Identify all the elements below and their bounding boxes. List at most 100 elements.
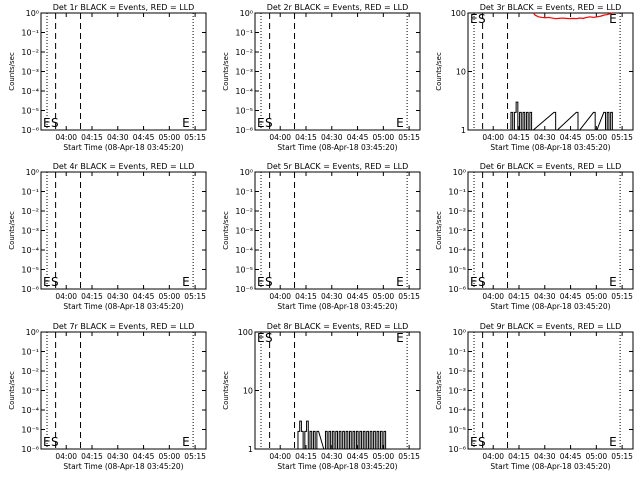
x-axis-label: Start Time (08-Apr-18 03:45:20) bbox=[277, 462, 397, 471]
chart-title: Det 4r BLACK = Events, RED = LLD bbox=[53, 162, 195, 171]
chart-title: Det 7r BLACK = Events, RED = LLD bbox=[53, 322, 195, 331]
events-series bbox=[296, 420, 387, 450]
y-axis-label: Counts/sec bbox=[8, 52, 16, 91]
end-marker-e: E bbox=[182, 116, 190, 130]
plot-frame bbox=[40, 331, 207, 450]
start-marker-e: E bbox=[257, 116, 265, 130]
y-axis-label: Counts/sec bbox=[435, 211, 443, 250]
chart-panel-9: Det 9r BLACK = Events, RED = LLD 10⁻⁶ 10⁻⁵… bbox=[435, 322, 634, 471]
start-marker-s: S bbox=[51, 275, 59, 289]
start-marker-e: E bbox=[257, 331, 265, 345]
x-tick-label: 05:00 bbox=[159, 133, 181, 142]
plot-frame bbox=[254, 12, 421, 131]
x-tick-label: 04:15 bbox=[295, 133, 317, 142]
plot-frame bbox=[467, 171, 634, 290]
x-tick-label: 04:15 bbox=[508, 133, 530, 142]
chart-title: Det 6r BLACK = Events, RED = LLD bbox=[480, 162, 622, 171]
x-tick-label: 05:15 bbox=[398, 292, 420, 301]
x-tick-label: 04:30 bbox=[321, 292, 343, 301]
y-tick-label: 10⁻³ bbox=[21, 387, 39, 396]
start-marker-e: E bbox=[43, 275, 51, 289]
y-tick-label: 10⁻⁵ bbox=[448, 426, 466, 435]
chart-title: Det 9r BLACK = Events, RED = LLD bbox=[480, 322, 622, 331]
chart-title: Det 5r BLACK = Events, RED = LLD bbox=[267, 162, 409, 171]
y-tick-label: 100 bbox=[451, 9, 466, 18]
x-tick-label: 05:00 bbox=[373, 292, 395, 301]
x-tick-label: 04:00 bbox=[55, 452, 77, 461]
y-tick-label: 10⁻⁴ bbox=[235, 246, 253, 255]
chart-title: Det 3r BLACK = Events, RED = LLD bbox=[480, 3, 622, 12]
chart-title: Det 2r BLACK = Events, RED = LLD bbox=[267, 3, 409, 12]
chart-panel-2: Det 2r BLACK = Events, RED = LLD 10⁻⁶ 10⁻⁵… bbox=[222, 3, 421, 152]
x-tick-label: 04:15 bbox=[295, 292, 317, 301]
x-tick-label: 05:00 bbox=[159, 452, 181, 461]
start-marker-e: E bbox=[470, 12, 478, 26]
y-tick-label: 10⁻⁴ bbox=[448, 406, 466, 415]
y-tick-label: 10⁻¹ bbox=[21, 29, 39, 38]
start-marker-s: S bbox=[478, 275, 486, 289]
y-tick-label: 10⁻² bbox=[448, 207, 466, 216]
y-tick-label: 10⁻¹ bbox=[235, 29, 253, 38]
x-axis-label: Start Time (08-Apr-18 03:45:20) bbox=[490, 143, 610, 152]
y-tick-label: 10⁻⁵ bbox=[21, 426, 39, 435]
x-axis-label: Start Time (08-Apr-18 03:45:20) bbox=[63, 302, 183, 311]
x-tick-label: 04:00 bbox=[55, 133, 77, 142]
y-tick-label: 10⁻⁴ bbox=[235, 87, 253, 96]
x-tick-label: 04:45 bbox=[560, 452, 582, 461]
lld-series bbox=[532, 12, 613, 20]
end-marker-e: E bbox=[182, 435, 190, 449]
y-tick-label: 10⁻² bbox=[448, 367, 466, 376]
end-marker-e: E bbox=[182, 275, 190, 289]
y-tick-label: 10⁻² bbox=[21, 48, 39, 57]
x-axis-label: Start Time (08-Apr-18 03:45:20) bbox=[63, 143, 183, 152]
y-tick-label: 10⁰ bbox=[26, 9, 39, 18]
y-tick-label: 10⁻⁵ bbox=[448, 266, 466, 275]
start-marker-s: S bbox=[478, 435, 486, 449]
y-tick-label: 10⁻³ bbox=[448, 227, 466, 236]
end-marker-e: E bbox=[396, 275, 404, 289]
x-tick-label: 04:30 bbox=[321, 452, 343, 461]
x-tick-label: 04:30 bbox=[534, 292, 556, 301]
x-axis-label: Start Time (08-Apr-18 03:45:20) bbox=[490, 302, 610, 311]
y-tick-label: 10⁻⁵ bbox=[21, 107, 39, 116]
y-tick-label: 10⁰ bbox=[453, 328, 466, 337]
x-tick-label: 04:00 bbox=[482, 133, 504, 142]
y-tick-label: 10⁻⁶ bbox=[21, 445, 39, 454]
start-marker-e: E bbox=[470, 435, 478, 449]
y-tick-label: 10⁻³ bbox=[21, 227, 39, 236]
y-tick-label: 10⁻⁴ bbox=[21, 406, 39, 415]
y-tick-label: 10⁻² bbox=[235, 48, 253, 57]
chart-panel-6: Det 6r BLACK = Events, RED = LLD 10⁻⁶ 10⁻⁵… bbox=[435, 162, 634, 311]
y-tick-label: 10⁻¹ bbox=[21, 188, 39, 197]
y-tick-label: 1 bbox=[248, 445, 253, 454]
y-tick-label: 10⁰ bbox=[26, 168, 39, 177]
y-tick-label: 10⁻⁴ bbox=[448, 246, 466, 255]
x-axis-label: Start Time (08-Apr-18 03:45:20) bbox=[63, 462, 183, 471]
y-tick-label: 10⁻⁶ bbox=[448, 445, 466, 454]
x-tick-label: 04:00 bbox=[482, 292, 504, 301]
x-tick-label: 05:15 bbox=[184, 292, 206, 301]
x-axis-label: Start Time (08-Apr-18 03:45:20) bbox=[277, 302, 397, 311]
x-tick-label: 05:15 bbox=[184, 133, 206, 142]
y-tick-label: 1 bbox=[461, 126, 466, 135]
y-tick-label: 10⁻³ bbox=[235, 227, 253, 236]
start-marker-e: E bbox=[43, 116, 51, 130]
y-tick-label: 10⁻⁶ bbox=[235, 285, 253, 294]
y-tick-label: 10⁻⁶ bbox=[21, 285, 39, 294]
y-tick-label: 10⁻⁴ bbox=[21, 87, 39, 96]
x-tick-label: 05:15 bbox=[184, 452, 206, 461]
start-marker-s: S bbox=[51, 435, 59, 449]
y-tick-label: 10⁻⁶ bbox=[235, 126, 253, 135]
chart-panel-4: Det 4r BLACK = Events, RED = LLD 10⁻⁶ 10⁻⁵… bbox=[8, 162, 207, 311]
y-tick-label: 10⁻⁴ bbox=[21, 246, 39, 255]
y-tick-label: 10⁻⁵ bbox=[235, 107, 253, 116]
x-tick-label: 04:15 bbox=[81, 292, 103, 301]
start-marker-s: S bbox=[51, 116, 59, 130]
y-tick-label: 10⁻¹ bbox=[235, 188, 253, 197]
x-tick-label: 04:15 bbox=[81, 452, 103, 461]
y-tick-label: 100 bbox=[238, 328, 253, 337]
start-marker-e: E bbox=[257, 275, 265, 289]
y-axis-label: Counts/sec bbox=[222, 52, 230, 91]
plot-frame bbox=[254, 171, 421, 290]
y-tick-label: 10⁰ bbox=[240, 168, 253, 177]
